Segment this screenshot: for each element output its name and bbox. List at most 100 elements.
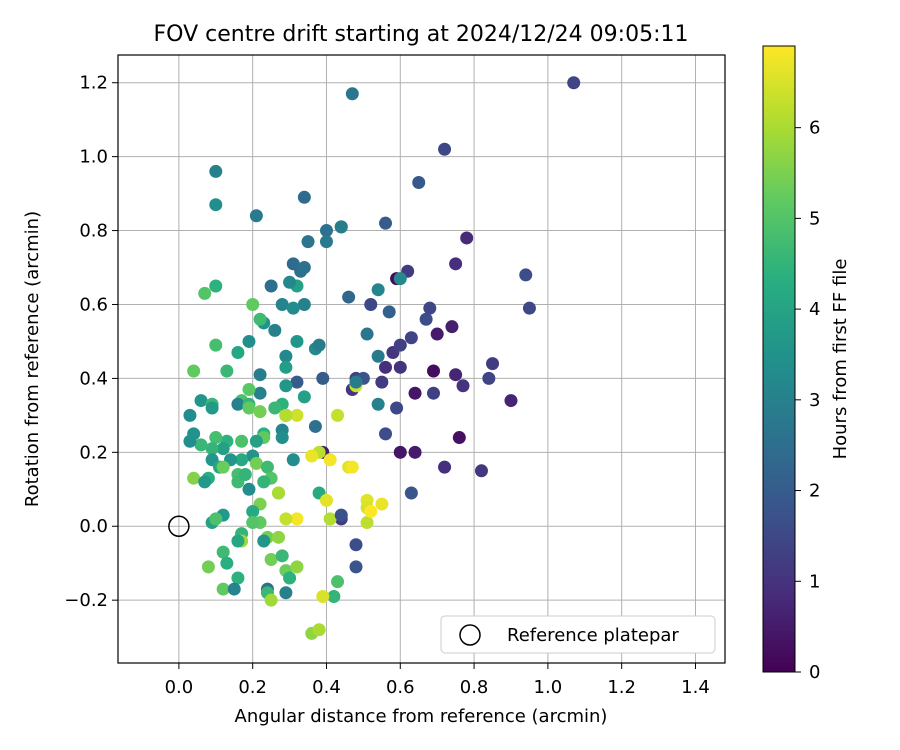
data-point <box>375 375 389 389</box>
data-point <box>331 408 345 422</box>
data-point <box>445 320 459 334</box>
y-axis-label: Rotation from reference (arcmin) <box>22 211 43 507</box>
data-point <box>423 301 437 315</box>
data-point <box>279 349 293 363</box>
x-tick-label: 0.4 <box>312 677 341 698</box>
data-point <box>297 190 311 204</box>
data-point <box>209 198 223 212</box>
x-tick-label: 1.2 <box>607 677 636 698</box>
data-point <box>319 493 333 507</box>
data-point <box>249 209 263 223</box>
data-point <box>312 623 326 637</box>
data-point <box>272 486 286 500</box>
data-point <box>272 530 286 544</box>
data-point <box>290 408 304 422</box>
data-point <box>522 301 536 315</box>
data-point <box>449 257 463 271</box>
data-point <box>216 442 230 456</box>
data-point <box>404 331 418 345</box>
data-point <box>301 235 315 249</box>
chart-title: FOV centre drift starting at 2024/12/24 … <box>154 22 689 47</box>
data-point <box>231 397 245 411</box>
data-point <box>198 475 212 489</box>
data-point <box>216 460 230 474</box>
data-point <box>205 442 219 456</box>
data-point <box>253 405 267 419</box>
data-point <box>375 497 389 511</box>
data-point <box>209 431 223 445</box>
x-tick-label: 0.0 <box>165 677 194 698</box>
data-point <box>242 401 256 415</box>
data-point <box>334 220 348 234</box>
data-point <box>231 534 245 548</box>
data-point <box>393 445 407 459</box>
data-point <box>408 386 422 400</box>
data-point <box>286 257 300 271</box>
y-axis-ticks: −0.2 0.0 0.2 0.4 0.6 0.8 1.0 1.2 <box>64 73 118 611</box>
data-point <box>246 516 260 530</box>
data-point <box>426 386 440 400</box>
data-point <box>253 312 267 326</box>
data-point <box>249 456 263 470</box>
data-point <box>279 379 293 393</box>
colorbar-gradient <box>762 45 796 673</box>
x-tick-label: 0.2 <box>238 677 267 698</box>
data-point <box>209 279 223 293</box>
data-point <box>275 431 289 445</box>
data-point <box>449 368 463 382</box>
data-point <box>253 386 267 400</box>
colorbar-tick-label: 1 <box>809 571 820 592</box>
data-point <box>323 512 337 526</box>
y-tick-label: 0.8 <box>79 221 108 242</box>
data-point <box>209 164 223 178</box>
data-point <box>504 394 518 408</box>
x-tick-label: 1.0 <box>534 677 563 698</box>
data-point <box>279 512 293 526</box>
data-point <box>364 297 378 311</box>
data-point <box>220 364 234 378</box>
data-point <box>187 471 201 485</box>
data-point <box>286 453 300 467</box>
colorbar-tick-label: 4 <box>809 299 820 320</box>
colorbar-label: Hours from first FF file <box>830 259 851 460</box>
data-point <box>238 468 252 482</box>
data-point <box>297 261 311 275</box>
data-point <box>290 560 304 574</box>
data-point <box>438 142 452 156</box>
colorbar-tick-label: 2 <box>809 481 820 502</box>
legend-marker <box>459 624 481 646</box>
reference-platepar-marker <box>168 515 190 537</box>
y-tick-label: −0.2 <box>64 590 108 611</box>
data-point <box>290 375 304 389</box>
data-point <box>246 297 260 311</box>
data-point <box>360 327 374 341</box>
y-tick-label: 0.2 <box>79 442 108 463</box>
data-point <box>316 589 330 603</box>
y-tick-label: 0.6 <box>79 294 108 315</box>
data-point <box>319 224 333 238</box>
data-point <box>205 401 219 415</box>
legend-label: Reference platepar <box>507 625 679 646</box>
data-point <box>279 360 293 374</box>
data-point <box>279 586 293 600</box>
data-point <box>268 323 282 337</box>
colorbar-ticks: 0 1 2 3 4 5 6 <box>795 118 820 683</box>
data-point <box>264 593 278 607</box>
data-point <box>283 275 297 289</box>
data-point <box>371 349 385 363</box>
data-point <box>393 360 407 374</box>
data-point <box>379 216 393 230</box>
data-point <box>279 408 293 422</box>
colorbar-tick-label: 6 <box>809 118 820 139</box>
data-point <box>371 397 385 411</box>
data-point <box>408 445 422 459</box>
y-tick-label: 1.2 <box>79 73 108 94</box>
data-point <box>201 560 215 574</box>
data-point <box>220 556 234 570</box>
x-axis-ticks: 0.0 0.2 0.4 0.6 0.8 1.0 1.2 1.4 <box>165 663 710 698</box>
data-point <box>349 375 363 389</box>
data-point <box>312 338 326 352</box>
x-tick-label: 1.4 <box>681 677 710 698</box>
data-point <box>275 297 289 311</box>
